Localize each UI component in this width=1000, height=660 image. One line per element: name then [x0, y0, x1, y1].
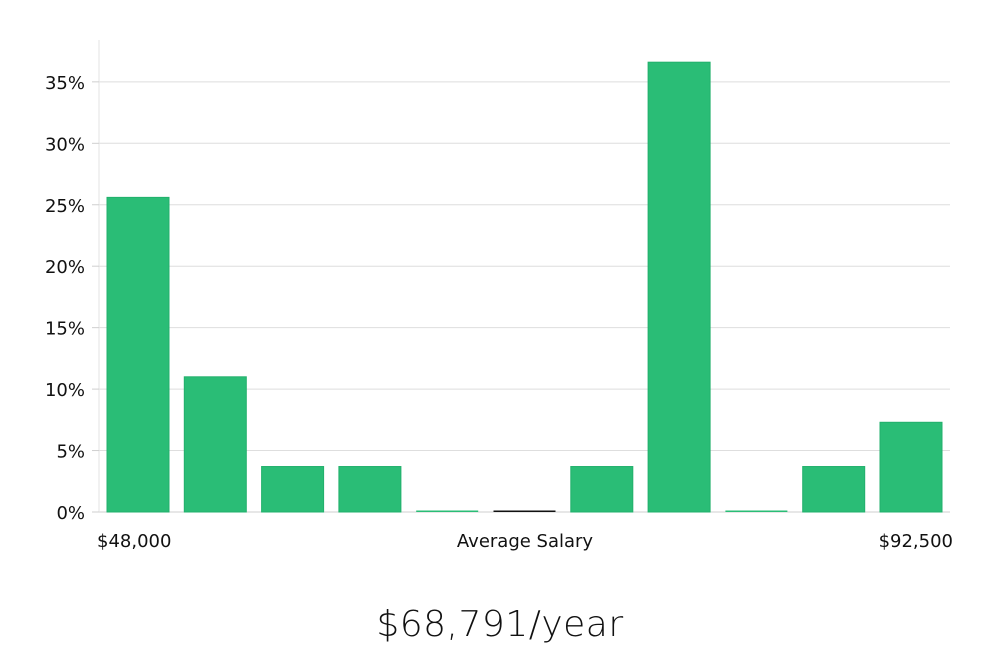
bar-11	[879, 421, 943, 513]
x-axis-max-label: $92,500	[879, 531, 953, 552]
x-axis-title: Average Salary	[457, 531, 594, 552]
bar-3	[261, 466, 325, 513]
salary-distribution-chart: 0% 5% 10% 15% 20% 25% 30% 35% $48,000 Average S…	[45, 40, 953, 552]
bar-2	[183, 376, 247, 513]
y-tick-label: 15%	[45, 319, 85, 340]
bar-6	[493, 510, 556, 512]
bar-8	[647, 61, 711, 513]
x-axis-min-label: $48,000	[97, 531, 171, 552]
bar-4	[338, 466, 402, 513]
y-tick-label: 35%	[45, 73, 85, 94]
y-tick-label: 20%	[45, 257, 85, 278]
bar-10	[802, 466, 866, 513]
y-tick-label: 0%	[56, 503, 85, 524]
y-tick-label: 10%	[45, 380, 85, 401]
bar-9	[725, 510, 788, 512]
chart-bars	[106, 61, 943, 513]
y-tick-label: 25%	[45, 196, 85, 217]
y-tick-label: 5%	[56, 442, 85, 463]
bar-5	[416, 510, 479, 512]
y-axis-ticks: 0% 5% 10% 15% 20% 25% 30% 35%	[45, 73, 99, 524]
bar-7	[570, 466, 634, 513]
bar-1	[106, 196, 170, 513]
y-tick-label: 30%	[45, 134, 85, 155]
average-salary-headline: $68,791/year	[376, 604, 624, 645]
